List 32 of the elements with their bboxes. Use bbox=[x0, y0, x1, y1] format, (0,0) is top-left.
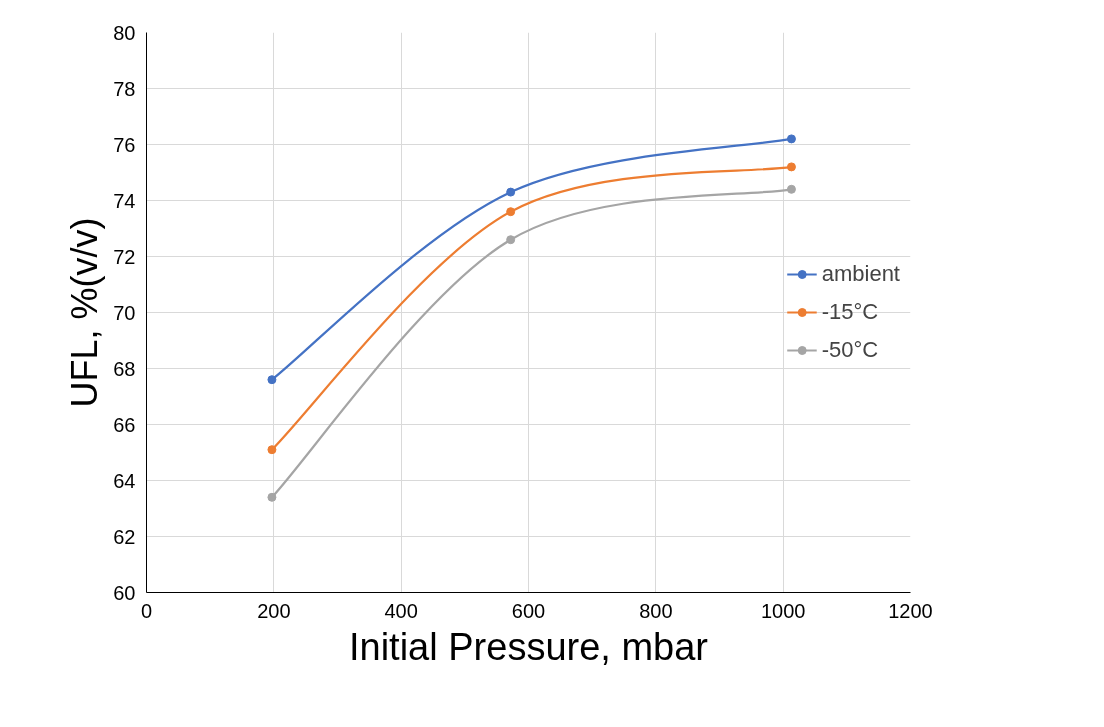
y-tick-label: 68 bbox=[113, 357, 136, 380]
legend-label: ambient bbox=[821, 261, 900, 287]
x-tick-label: 200 bbox=[257, 599, 291, 622]
point bbox=[786, 134, 796, 144]
x-tick-label: 1200 bbox=[888, 599, 933, 622]
y-tick-label: 60 bbox=[113, 581, 136, 604]
point bbox=[506, 187, 516, 197]
legend-label: -15°C bbox=[821, 299, 879, 325]
x-tick-label: 600 bbox=[511, 599, 546, 622]
x-tick-label: 800 bbox=[639, 599, 673, 622]
point bbox=[267, 492, 277, 502]
y-tick-label: 80 bbox=[113, 21, 136, 44]
point bbox=[267, 445, 277, 455]
point bbox=[786, 184, 796, 194]
x-axis-title: Initial Pressure, mbar bbox=[348, 625, 709, 668]
y-tick-label: 66 bbox=[113, 413, 136, 436]
legend-label: -50°C bbox=[821, 337, 879, 363]
y-tick-label: 74 bbox=[113, 189, 136, 212]
y-tick-label: 78 bbox=[113, 77, 136, 100]
y-tick-label: 70 bbox=[113, 301, 136, 324]
point bbox=[786, 162, 796, 172]
y-tick-label: 72 bbox=[113, 245, 136, 268]
point bbox=[506, 235, 516, 245]
x-tick-label: 1000 bbox=[760, 599, 806, 622]
y-tick-label: 62 bbox=[113, 525, 136, 548]
point bbox=[506, 207, 516, 217]
y-axis-title: UFL, %(v/v) bbox=[64, 217, 106, 408]
point bbox=[267, 375, 277, 385]
x-tick-label: 0 bbox=[140, 599, 153, 622]
y-tick-label: 64 bbox=[113, 469, 136, 492]
x-tick-label: 400 bbox=[384, 599, 418, 622]
y-tick-label: 76 bbox=[113, 133, 136, 156]
